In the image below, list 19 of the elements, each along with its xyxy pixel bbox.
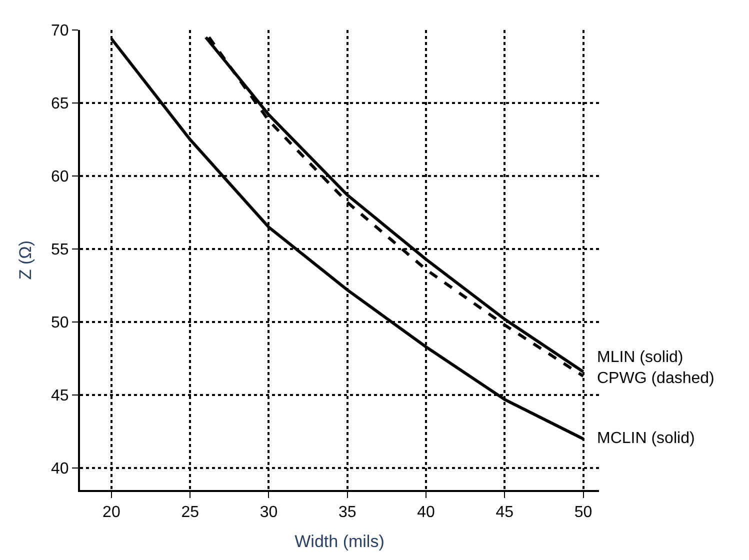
x-tick-label: 20 [102,504,120,522]
series-label: CPWG (dashed) [597,370,714,387]
y-tick-label: 70 [51,22,69,40]
y-tick-label: 55 [51,242,69,259]
y-tick-label: 40 [51,460,69,478]
x-tick-label: 50 [574,504,592,522]
series-label: MLIN (solid) [597,349,684,366]
x-tick-label: 30 [260,504,278,522]
y-tick-label: 65 [51,96,69,113]
x-tick-label: 25 [181,504,200,522]
x-tick-label: 40 [417,504,435,522]
y-tick-label: 60 [51,168,69,186]
x-axis-title: Width (mils) [294,532,384,552]
y-axis-title: Z (Ω) [16,240,36,280]
x-tick-label: 35 [338,504,356,522]
y-tick-label: 50 [51,314,69,332]
x-tick-label: 45 [496,504,514,522]
series-label: MCLIN (solid) [597,430,695,447]
y-tick-label: 45 [51,388,69,405]
